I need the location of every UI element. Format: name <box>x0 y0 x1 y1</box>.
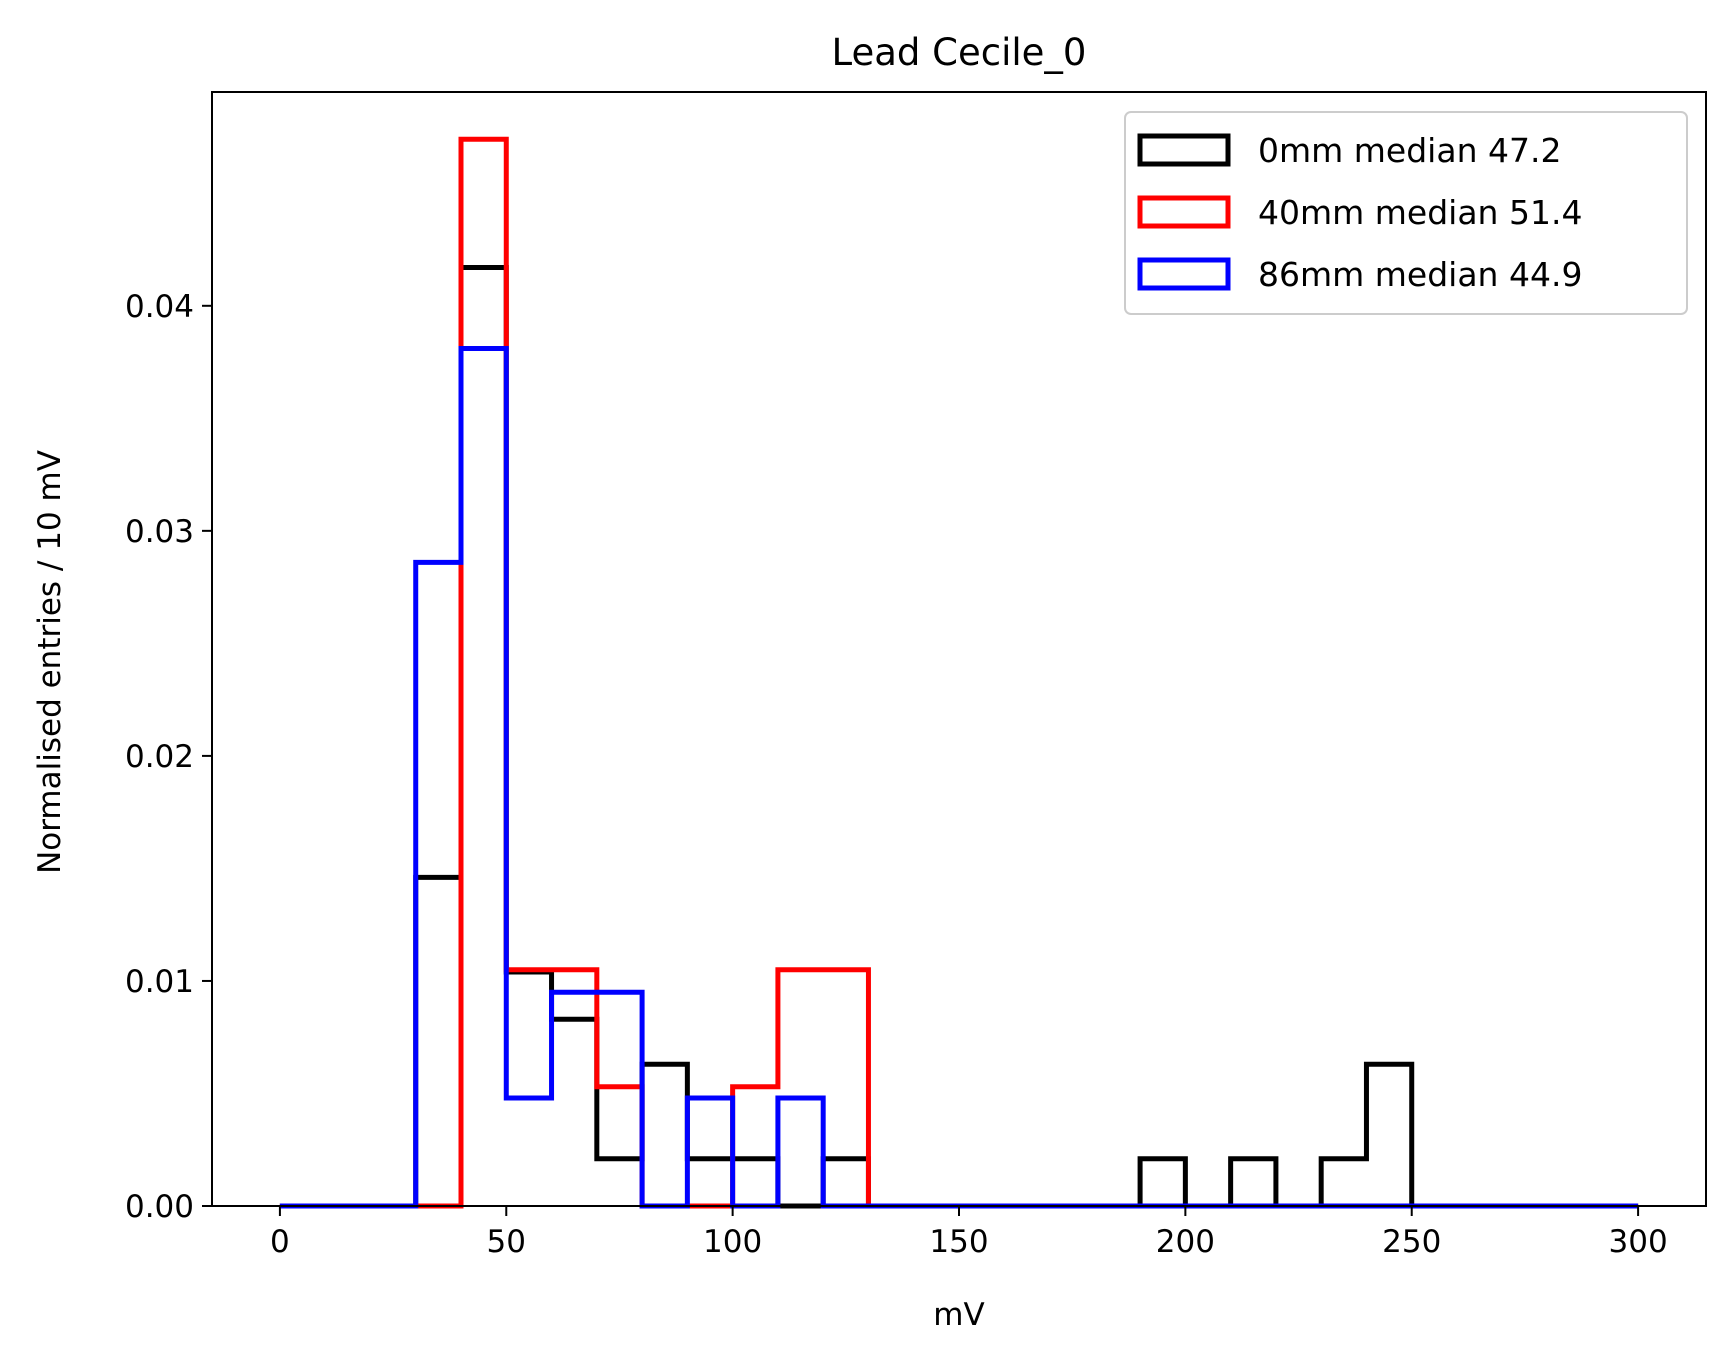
legend-box <box>1124 111 1688 315</box>
x-tick-label: 200 <box>1156 1224 1215 1260</box>
x-tick-label: 50 <box>487 1224 526 1260</box>
series-0-step-line <box>279 265 1639 1209</box>
y-tick-label: 0.01 <box>125 964 194 1000</box>
x-tick-label: 150 <box>929 1224 988 1260</box>
x-tick-label: 300 <box>1609 1224 1668 1260</box>
y-axis: 0.00 0.01 0.02 0.03 0.04 <box>125 289 212 1225</box>
legend-label-2: 86mm median 44.9 <box>1258 255 1582 294</box>
x-tick-label: 0 <box>270 1224 290 1260</box>
x-tick-label: 250 <box>1382 1224 1441 1260</box>
legend-label-1: 40mm median 51.4 <box>1258 193 1582 232</box>
y-tick-label: 0.04 <box>125 289 194 325</box>
chart-title: Lead Cecile_0 <box>832 31 1087 74</box>
y-tick-label: 0.02 <box>125 739 194 775</box>
legend-swatch-2 <box>1137 257 1231 291</box>
legend-label-0: 0mm median 47.2 <box>1258 131 1561 170</box>
x-tick-label: 100 <box>703 1224 762 1260</box>
legend-swatch-1 <box>1137 195 1231 229</box>
legend: 0mm median 47.2 40mm median 51.4 86mm medi… <box>1124 111 1688 315</box>
y-axis-label: Normalised entries / 10 mV <box>32 450 68 874</box>
series-2-step-line <box>279 346 1639 1209</box>
x-axis-label: mV <box>933 1297 984 1333</box>
y-tick-label: 0.00 <box>125 1189 194 1225</box>
y-tick-label: 0.03 <box>125 514 194 550</box>
legend-swatch-0 <box>1137 133 1231 167</box>
x-axis: 0 50 100 150 200 250 300 <box>270 1206 1668 1260</box>
